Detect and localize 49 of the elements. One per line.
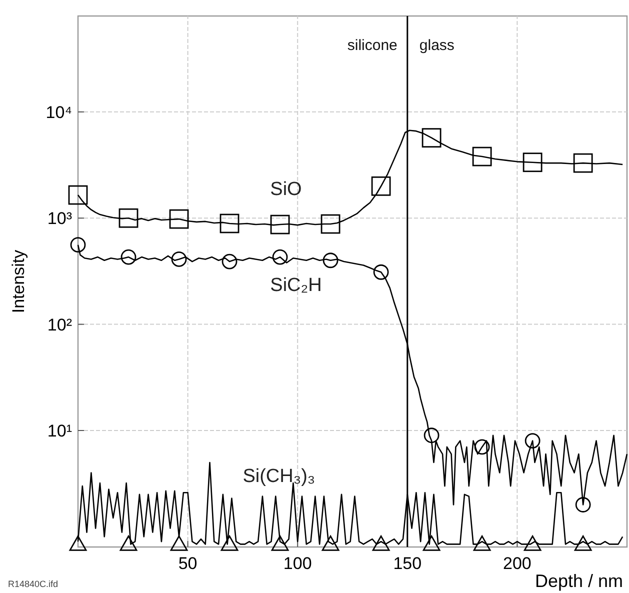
point bbox=[271, 536, 289, 551]
point bbox=[220, 536, 238, 551]
x-tick-label: 150 bbox=[393, 554, 422, 573]
series-label: Si(CH₃)₃ bbox=[242, 466, 316, 488]
point bbox=[220, 214, 240, 234]
y-tick-label: 10² bbox=[47, 315, 72, 334]
point bbox=[69, 536, 87, 551]
annotation: glass bbox=[419, 37, 454, 54]
point bbox=[169, 209, 189, 229]
point bbox=[68, 185, 88, 205]
point bbox=[371, 176, 391, 196]
y-tick-label: 10³ bbox=[47, 209, 72, 228]
point bbox=[424, 428, 440, 444]
point bbox=[270, 214, 290, 234]
point bbox=[170, 536, 188, 551]
point bbox=[70, 237, 86, 253]
point bbox=[120, 249, 136, 265]
point bbox=[422, 128, 442, 148]
x-tick-label: 50 bbox=[178, 554, 198, 573]
point bbox=[320, 214, 340, 234]
point bbox=[272, 249, 288, 265]
point bbox=[524, 536, 542, 551]
point bbox=[474, 439, 490, 455]
point bbox=[473, 536, 491, 551]
series-label: SiO bbox=[270, 179, 302, 200]
point bbox=[373, 264, 389, 280]
x-tick-label: 200 bbox=[503, 554, 532, 573]
y-axis-title: Intensity bbox=[9, 249, 28, 314]
point bbox=[222, 254, 238, 270]
point bbox=[522, 152, 542, 172]
annotation: silicone bbox=[347, 37, 398, 54]
point bbox=[574, 536, 592, 551]
point bbox=[171, 252, 187, 267]
point bbox=[120, 536, 138, 551]
text: R14840C.ifd bbox=[8, 579, 58, 589]
y-tick-label: 10⁴ bbox=[46, 102, 72, 122]
series-label: SiC₂H bbox=[270, 275, 322, 296]
x-axis-title: Depth / nm bbox=[534, 571, 623, 591]
point bbox=[322, 536, 340, 551]
point bbox=[472, 146, 492, 166]
point bbox=[372, 536, 390, 551]
y-tick-label: 10¹ bbox=[47, 422, 72, 441]
point bbox=[322, 252, 338, 268]
point bbox=[118, 208, 138, 228]
point bbox=[422, 536, 440, 551]
point bbox=[575, 497, 591, 512]
x-tick-label: 100 bbox=[283, 554, 312, 573]
point bbox=[524, 433, 540, 448]
point bbox=[573, 153, 593, 173]
